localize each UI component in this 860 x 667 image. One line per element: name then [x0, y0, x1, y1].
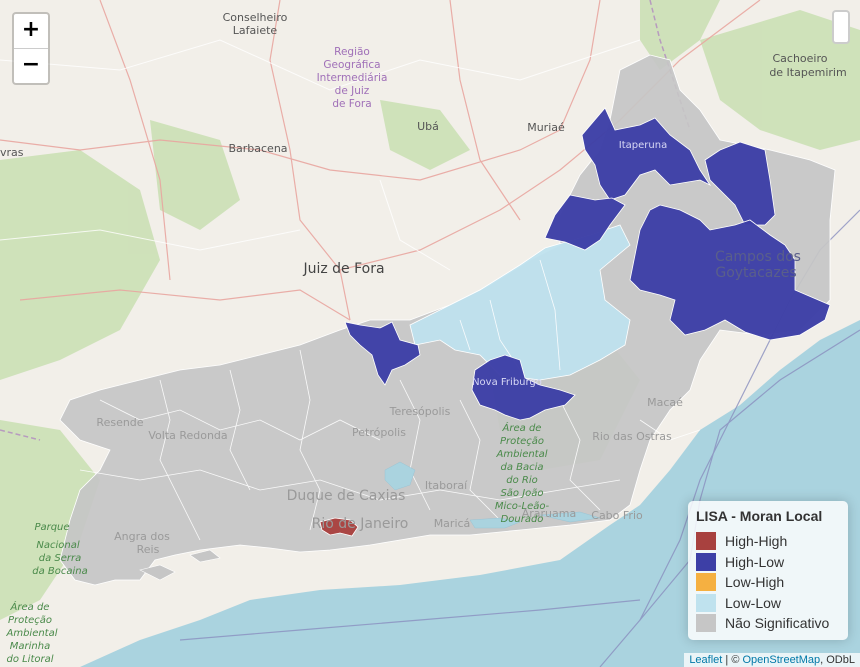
islands: [139, 549, 221, 581]
label-muriae: Muriaé: [527, 121, 565, 134]
label-apa-1: Área de: [502, 421, 542, 434]
label-bocaina-3: da Serra: [39, 553, 82, 564]
leaflet-link[interactable]: Leaflet: [689, 654, 723, 666]
label-marica: Maricá: [434, 517, 471, 530]
label-regiao-5: de Fora: [332, 98, 371, 110]
label-resende: Resende: [96, 416, 143, 429]
label-teresopolis: Teresópolis: [389, 405, 451, 418]
label-bocaina-1: Parque: [34, 522, 69, 533]
region-low-low[interactable]: [409, 224, 631, 381]
label-apa-3: Ambiental: [495, 449, 547, 460]
label-uba: Ubá: [417, 120, 439, 133]
openstreetmap-link[interactable]: OpenStreetMap: [742, 654, 821, 666]
attribution-license: , ODbL: [820, 654, 855, 666]
label-apa-5: do Rio: [506, 475, 538, 486]
label-regiao-4: de Juiz: [335, 85, 370, 97]
label-rio-das-ostras: Rio das Ostras: [592, 430, 672, 443]
zoom-control: + −: [12, 12, 50, 85]
label-cabo-frio: Cabo Frio: [591, 509, 643, 522]
label-angra-1: Angra dos: [114, 530, 170, 543]
legend-item-nao-significativo: Não Significativo: [696, 613, 840, 634]
label-araruama: Araruama: [522, 507, 576, 520]
label-protecao-5: do Litoral: [6, 654, 53, 665]
region-central-west[interactable]: [344, 321, 421, 386]
label-apa-8: Dourado: [501, 514, 544, 525]
label-barbacena: Barbacena: [228, 142, 287, 155]
legend: LISA - Moran Local High-High High-Low Lo…: [688, 501, 848, 640]
label-cachoeiro-2: de Itapemirim: [769, 66, 846, 79]
label-juiz-de-fora: Juiz de Fora: [302, 261, 384, 277]
legend-item-low-low: Low-Low: [696, 593, 840, 614]
legend-swatch-high-high: [696, 532, 716, 551]
region-campos[interactable]: [629, 204, 831, 341]
water-bodies: [384, 461, 601, 529]
legend-swatch-low-low: [696, 593, 716, 612]
region-northwest[interactable]: [544, 194, 626, 251]
roads-minor: [0, 39, 641, 271]
region-nova-friburgo[interactable]: [471, 354, 576, 421]
label-regiao-2: Geográfica: [323, 59, 380, 71]
label-vras: vras: [0, 146, 24, 159]
legend-label-low-high: Low-High: [725, 574, 785, 591]
zoom-out-button[interactable]: −: [14, 48, 48, 83]
label-campos-2: Goytacazes: [715, 265, 796, 281]
label-bocaina-2: Nacional: [36, 540, 79, 551]
region-high-high[interactable]: [319, 517, 359, 537]
label-apa-6: São João: [500, 488, 543, 499]
label-duque-de-caxias: Duque de Caxias: [287, 488, 406, 504]
label-volta-redonda: Volta Redonda: [148, 429, 227, 442]
label-protecao-3: Ambiental: [5, 628, 57, 639]
legend-swatch-nao-significativo: [696, 614, 716, 633]
label-lafaiete: Lafaiete: [233, 24, 278, 37]
label-petropolis: Petrópolis: [352, 426, 406, 439]
zoom-in-button[interactable]: +: [21, 17, 41, 42]
label-cachoeiro-1: Cachoeiro: [772, 52, 827, 65]
label-bocaina-4: da Bocaina: [32, 566, 88, 577]
regions-high-low[interactable]: [344, 107, 831, 421]
legend-label-high-high: High-High: [725, 533, 788, 550]
label-regiao-1: Região: [334, 46, 370, 58]
legend-label-high-low: High-Low: [725, 553, 785, 570]
legend-label-nao-significativo: Não Significativo: [725, 615, 830, 632]
legend-item-high-high: High-High: [696, 531, 840, 552]
label-rio-de-janeiro: Rio de Janeiro: [312, 516, 409, 532]
legend-item-high-low: High-Low: [696, 552, 840, 573]
attribution-separator: | ©: [722, 654, 743, 666]
label-protecao-4: Marinha: [10, 641, 50, 652]
region-itaperuna[interactable]: [581, 107, 712, 201]
label-angra-2: Reis: [137, 543, 160, 556]
legend-item-low-high: Low-High: [696, 572, 840, 593]
legend-label-low-low: Low-Low: [725, 594, 782, 611]
legend-swatch-low-high: [696, 573, 716, 592]
label-itaperuna: Itaperuna: [619, 140, 667, 151]
label-itaborai: Itaboraí: [425, 479, 468, 492]
label-conselheiro: Conselheiro: [223, 11, 288, 24]
label-macae: Macaé: [647, 396, 683, 409]
legend-swatch-high-low: [696, 552, 716, 571]
roads: [0, 0, 761, 321]
attribution: Leaflet | © OpenStreetMap, ODbL: [684, 653, 860, 667]
label-protecao-1: Área de: [10, 600, 50, 613]
label-campos-1: Campos dos: [715, 249, 801, 265]
label-apa-2: Proteção: [500, 436, 544, 447]
label-apa-4: da Bacia: [500, 462, 543, 473]
region-east-north[interactable]: [704, 141, 776, 226]
legend-title: LISA - Moran Local: [696, 508, 823, 524]
label-nova-friburgo: Nova Friburgo: [472, 377, 542, 388]
layers-control-button[interactable]: [832, 10, 850, 44]
label-apa-7: Mico-Leão-: [495, 501, 550, 512]
label-regiao-3: Intermediária: [317, 72, 388, 84]
label-protecao-2: Proteção: [8, 615, 52, 626]
